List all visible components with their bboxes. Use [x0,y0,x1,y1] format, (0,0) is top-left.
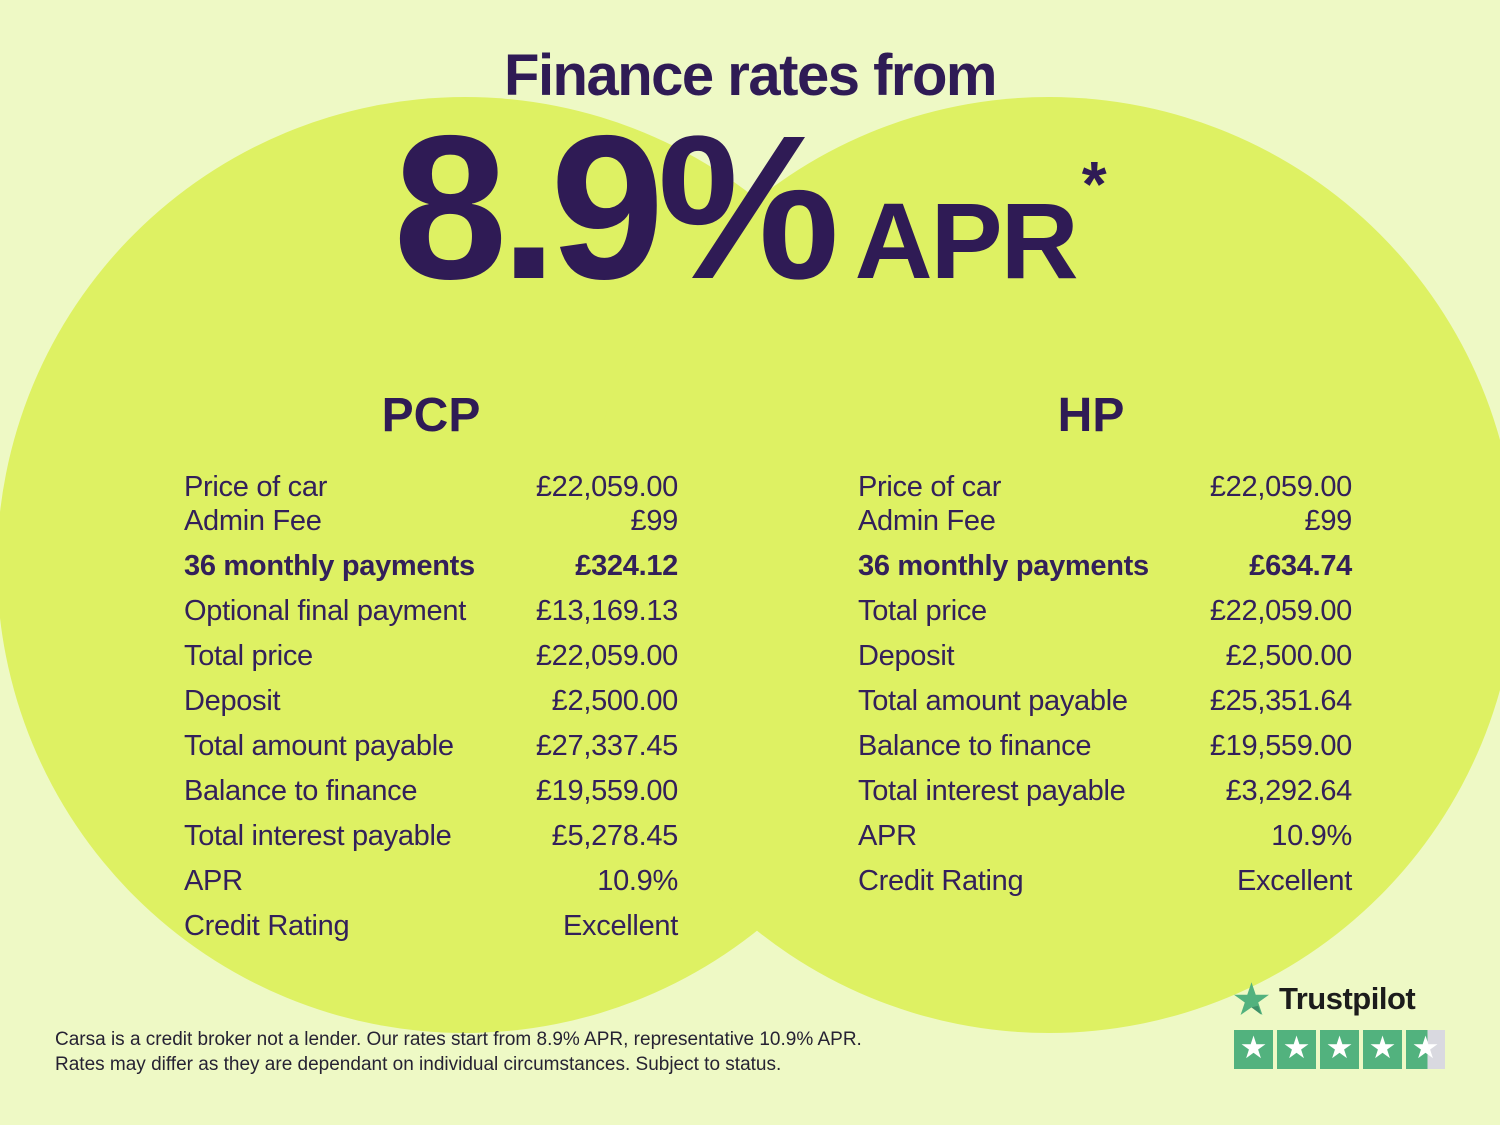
table-row: 36 monthly payments £324.12 [184,549,678,583]
star-icon: ★ [1363,1030,1402,1069]
row-label: Deposit [858,640,955,672]
table-row: Total interest payable £3,292.64 [858,774,1352,808]
row-label: Credit Rating [184,910,350,942]
star-icon: ★ [1277,1030,1316,1069]
row-label: Total price [858,595,987,627]
row-label: Optional final payment [184,595,466,627]
row-value: £3,292.64 [1225,775,1353,807]
table-row: Price of car £22,059.00 [858,470,1352,504]
row-value: £13,169.13 [535,595,678,627]
row-label: Balance to finance [858,730,1092,762]
star-icon: ★ [1234,1030,1273,1069]
disclaimer: Carsa is a credit broker not a lender. O… [55,1030,895,1080]
rate-suffix: APR [854,180,1079,301]
row-value: £22,059.00 [1209,471,1352,503]
table-row: Total interest payable £5,278.45 [184,819,678,853]
table-row: Credit Rating Excellent [184,909,678,943]
headline-rate: 8.9% APR * [0,93,1500,322]
rate-value: 8.9% [393,93,839,322]
row-label: Admin Fee [184,505,322,537]
row-label: Total amount payable [184,730,454,762]
table-row: Admin Fee £99 [858,504,1352,538]
row-label: Price of car [858,471,1002,503]
row-value: £99 [1304,505,1353,537]
page-title: Finance rates from [504,43,997,108]
row-value: 10.9% [597,865,678,897]
row-label: APR [858,820,917,852]
table-row: Deposit £2,500.00 [184,684,678,718]
row-label: Admin Fee [858,505,996,537]
trustpilot-logo: Trustpilot [1234,981,1445,1017]
pcp-table: Price of car £22,059.00 Admin Fee £99 36 mon… [184,470,678,943]
table-row: APR 10.9% [184,864,678,898]
table-row: Optional final payment £13,169.13 [184,594,678,628]
row-value: 10.9% [1271,820,1352,852]
trustpilot-wordmark: Trustpilot [1279,981,1416,1016]
trustpilot-stars: ★ ★ ★ ★ ★ [1234,1030,1445,1069]
row-value: £19,559.00 [1209,730,1352,762]
table-row: Balance to finance £19,559.00 [858,729,1352,763]
row-label: 36 monthly payments [184,550,475,582]
row-value: £2,500.00 [1225,640,1353,672]
trustpilot-badge: Trustpilot ★ ★ ★ ★ ★ [1234,981,1445,1069]
row-value: £324.12 [575,550,678,582]
table-row: Balance to finance £19,559.00 [184,774,678,808]
row-value: £2,500.00 [551,685,679,717]
disclaimer-line-2: Rates may differ as they are dependant o… [55,1054,782,1075]
background-circle-right [581,97,1500,1033]
row-value: £22,059.00 [1209,595,1352,627]
disclaimer-line-1: Carsa is a credit broker not a lender. O… [55,1029,862,1050]
row-label: Credit Rating [858,865,1024,897]
row-value: £5,278.45 [551,820,679,852]
row-value: £99 [630,505,679,537]
row-label: Total interest payable [858,775,1126,807]
row-label: 36 monthly payments [858,550,1149,582]
star-glyph: ★ [1282,1029,1311,1066]
table-row: Credit Rating Excellent [858,864,1352,898]
star-icon: ★ [1320,1030,1359,1069]
table-row: APR 10.9% [858,819,1352,853]
table-row: Total price £22,059.00 [858,594,1352,628]
row-value: £22,059.00 [535,471,678,503]
row-value: £22,059.00 [535,640,678,672]
table-row: Admin Fee £99 [184,504,678,538]
row-label: Total interest payable [184,820,452,852]
table-row: Total amount payable £25,351.64 [858,684,1352,718]
trustpilot-star-icon [1234,982,1269,1016]
hp-table: Price of car £22,059.00 Admin Fee £99 36 mon… [858,470,1352,898]
table-row: Total amount payable £27,337.45 [184,729,678,763]
row-label: Price of car [184,471,328,503]
row-label: Total amount payable [858,685,1128,717]
table-row: Price of car £22,059.00 [184,470,678,504]
pcp-column: PCP Price of car £22,059.00 Admin Fee £99 36… [184,388,678,943]
star-glyph: ★ [1325,1029,1354,1066]
row-value: £25,351.64 [1209,685,1352,717]
half-star-icon: ★ [1406,1030,1445,1069]
row-value: Excellent [1237,865,1352,897]
row-label: Balance to finance [184,775,418,807]
pcp-heading: PCP [381,389,481,442]
table-row: 36 monthly payments £634.74 [858,549,1352,583]
hp-heading: HP [1057,389,1125,442]
row-label: Total price [184,640,313,672]
row-value: £27,337.45 [535,730,678,762]
hp-column: HP Price of car £22,059.00 Admin Fee £99 36 … [858,388,1352,898]
row-label: Deposit [184,685,281,717]
row-value: £19,559.00 [535,775,678,807]
star-glyph: ★ [1368,1029,1397,1066]
table-row: Total price £22,059.00 [184,639,678,673]
row-label: APR [184,865,243,897]
row-value: £634.74 [1249,550,1352,582]
row-value: Excellent [563,910,678,942]
rate-footnote-asterisk: * [1081,148,1107,220]
star-glyph: ★ [1411,1029,1440,1066]
table-row: Deposit £2,500.00 [858,639,1352,673]
star-glyph: ★ [1239,1029,1268,1066]
